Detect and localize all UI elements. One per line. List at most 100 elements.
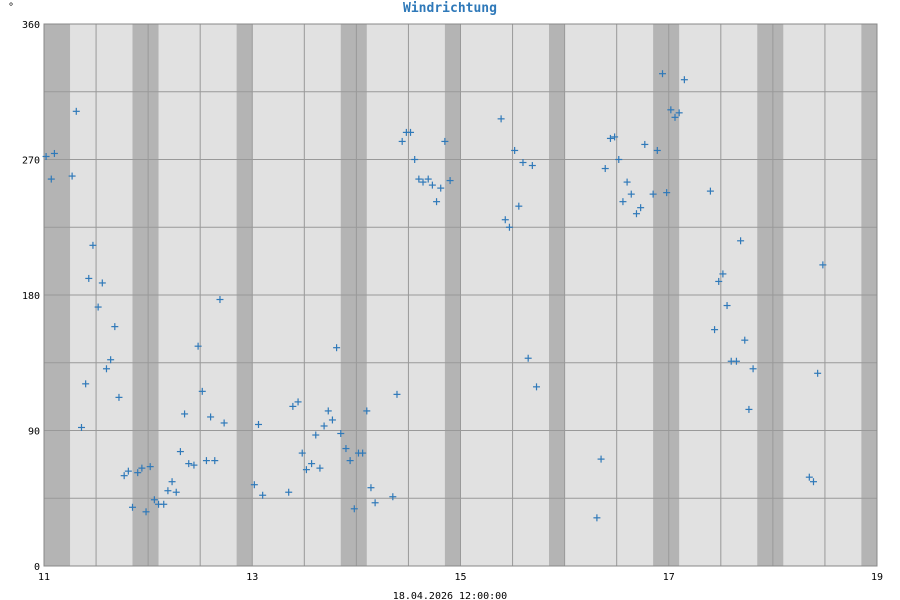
data-point: [359, 449, 367, 457]
data-point: [367, 484, 375, 492]
data-point: [805, 473, 813, 481]
data-point: [441, 137, 449, 145]
data-point: [254, 420, 262, 428]
data-point: [77, 423, 85, 431]
data-point: [398, 137, 406, 145]
data-point: [185, 460, 193, 468]
data-point: [211, 457, 219, 465]
data-point: [289, 402, 297, 410]
data-point: [649, 190, 657, 198]
y-tick-label: 180: [22, 291, 40, 302]
data-point: [202, 457, 210, 465]
data-point: [164, 487, 172, 495]
x-tick-label: 19: [871, 572, 883, 583]
data-point: [667, 106, 675, 114]
data-point: [641, 140, 649, 148]
x-tick-label: 15: [454, 572, 466, 583]
data-point: [511, 146, 519, 154]
data-point: [350, 505, 358, 513]
data-point: [393, 390, 401, 398]
data-point: [216, 296, 224, 304]
data-point: [675, 109, 683, 117]
data-point: [505, 223, 513, 231]
data-point: [723, 302, 731, 310]
plot-frame: [43, 23, 878, 567]
data-point: [250, 481, 258, 489]
data-point: [623, 178, 631, 186]
data-point: [497, 115, 505, 123]
data-point: [632, 210, 640, 218]
data-point: [316, 464, 324, 472]
data-point: [363, 407, 371, 415]
chart-title: Windrichtung: [403, 1, 497, 16]
data-point: [72, 107, 80, 115]
data-point: [308, 460, 316, 468]
data-point: [711, 326, 719, 334]
data-point: [50, 149, 58, 157]
data-point: [82, 380, 90, 388]
data-point: [333, 344, 341, 352]
data-point: [176, 448, 184, 456]
data-point: [124, 467, 132, 475]
data-point: [324, 407, 332, 415]
data-point: [615, 156, 623, 163]
data-point: [89, 241, 97, 249]
data-point: [342, 445, 350, 453]
data-point: [294, 398, 302, 406]
data-point: [809, 478, 817, 486]
data-point: [419, 178, 427, 186]
y-tick-label: 0: [34, 562, 40, 573]
data-point: [111, 323, 119, 331]
data-point: [611, 133, 619, 141]
data-point: [220, 419, 228, 427]
x-tick-label: 11: [38, 572, 50, 583]
y-axis: 0 90 180 270 360: [22, 20, 40, 573]
data-point: [107, 356, 115, 364]
data-point: [749, 365, 757, 373]
data-point: [337, 430, 345, 438]
data-point: [312, 431, 320, 439]
data-point: [320, 422, 328, 430]
y-tick-label: 270: [22, 156, 40, 167]
data-point: [597, 455, 605, 463]
data-point: [68, 172, 76, 180]
data-point: [259, 491, 267, 499]
data-point: [198, 387, 206, 395]
data-point: [181, 410, 189, 418]
data-point: [446, 177, 454, 185]
data-point: [706, 187, 714, 195]
data-point: [190, 461, 198, 469]
plot-area: [43, 23, 878, 567]
data-point: [47, 175, 55, 183]
data-point: [653, 146, 661, 154]
data-point: [606, 134, 614, 142]
data-point: [207, 413, 215, 421]
data-point: [168, 478, 176, 486]
x-axis: 11 13 15 17 19: [38, 572, 883, 583]
data-point: [524, 354, 532, 362]
data-point: [619, 198, 627, 206]
data-point: [102, 365, 110, 373]
data-point: [533, 383, 541, 391]
y-tick-label: 360: [22, 20, 40, 31]
data-point: [671, 113, 679, 121]
data-point: [593, 514, 601, 522]
data-point: [680, 76, 688, 84]
data-point: [172, 488, 180, 496]
data-point: [42, 152, 50, 160]
data-point: [98, 279, 106, 287]
data-point: [298, 449, 306, 457]
data-point: [437, 184, 445, 192]
data-point: [142, 508, 150, 516]
data-point: [433, 198, 441, 206]
data-point: [415, 175, 423, 183]
data-point: [134, 469, 142, 477]
y-axis-unit: °: [8, 2, 14, 13]
data-point: [663, 189, 671, 197]
data-point: [501, 216, 509, 224]
data-point: [715, 277, 723, 285]
data-point: [519, 159, 527, 167]
data-point: [627, 190, 635, 198]
data-point: [528, 162, 536, 170]
data-point: [328, 416, 336, 424]
